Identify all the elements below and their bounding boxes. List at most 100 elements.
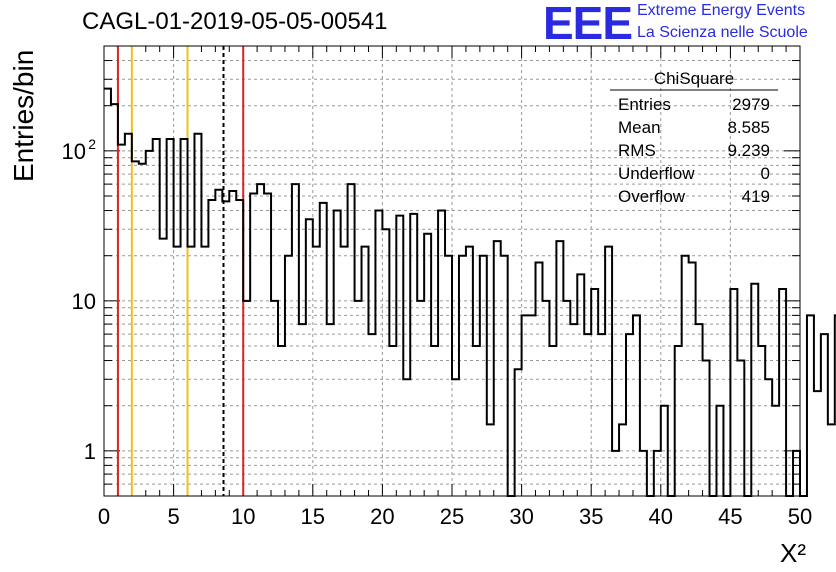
stats-box: ChiSquare Entries 2979 Mean 8.585 RMS 9.239 Un…	[610, 69, 778, 206]
histogram-bin	[626, 334, 633, 496]
histogram-bin	[640, 451, 647, 496]
x-tick-label: 35	[579, 504, 603, 529]
histogram-bin	[577, 274, 584, 496]
histogram-bin	[494, 241, 501, 496]
histogram-bin	[285, 256, 292, 496]
histogram-bin	[160, 239, 167, 496]
histogram-bin	[153, 139, 160, 496]
histogram-bin	[389, 346, 396, 496]
histogram-bin	[682, 256, 689, 496]
histogram-bin	[111, 104, 118, 496]
stats-label: Entries	[618, 95, 671, 114]
histogram-bin	[536, 263, 543, 496]
histogram-bin	[633, 315, 640, 496]
histogram-bin	[772, 406, 779, 496]
histogram-bin	[703, 361, 710, 496]
histogram-bin	[271, 301, 278, 496]
stats-value: 0	[761, 164, 770, 183]
histogram-bin	[459, 256, 466, 496]
stats-value: 8.585	[727, 118, 770, 137]
histogram-bin	[452, 379, 459, 496]
histogram-bin	[174, 247, 181, 496]
histogram-bin	[431, 346, 438, 496]
histogram-bin	[229, 191, 236, 496]
histogram-bin	[410, 214, 417, 496]
histogram-bin	[201, 247, 208, 496]
histogram-bin	[487, 424, 494, 496]
histogram-bin	[188, 247, 195, 496]
histogram-bin	[751, 284, 758, 496]
minor-ticks	[103, 46, 801, 496]
histogram-bin	[542, 301, 549, 496]
histogram-bin	[222, 201, 229, 496]
histogram-bin	[730, 289, 737, 496]
x-tick-label: 30	[509, 504, 533, 529]
histogram-bin	[716, 406, 723, 496]
logo-line-2: La Scienza nelle Scuole	[637, 24, 808, 41]
histogram-bin	[313, 247, 320, 496]
histogram-bin	[612, 451, 619, 496]
x-tick-label: 45	[718, 504, 742, 529]
histogram-bin	[375, 211, 382, 496]
histogram-bin	[466, 247, 473, 496]
histogram-bin	[368, 334, 375, 496]
histogram-bin	[779, 289, 786, 496]
histogram-bin	[605, 247, 612, 496]
histogram-bin	[515, 369, 522, 496]
histogram-bin	[181, 139, 188, 496]
histogram-bin	[208, 200, 215, 496]
histogram-bin	[598, 334, 605, 496]
histogram-bin	[793, 451, 800, 496]
histogram-bin	[292, 184, 299, 496]
histogram-bin	[215, 190, 222, 496]
stats-label: Overflow	[618, 187, 686, 206]
histogram-outline	[104, 87, 836, 497]
histogram-bin	[341, 247, 348, 496]
histogram-bin	[243, 301, 250, 496]
histogram-bin	[591, 289, 598, 496]
histogram-bin	[549, 346, 556, 496]
histogram-bin	[473, 346, 480, 496]
histogram-bin	[556, 241, 563, 496]
stats-value: 9.239	[727, 141, 770, 160]
histogram-bin	[758, 346, 765, 496]
histogram-bin	[529, 315, 536, 496]
histogram-bin	[563, 301, 570, 496]
eee-logo: EEE	[543, 0, 633, 49]
stats-label: Mean	[618, 118, 661, 137]
stats-label: RMS	[618, 141, 656, 160]
histogram-bin	[125, 134, 132, 496]
histogram-bin	[828, 424, 835, 496]
histogram-bin	[194, 134, 201, 496]
histogram-bin	[132, 161, 139, 496]
histogram-bin	[765, 379, 772, 496]
histogram-bin	[584, 334, 591, 496]
x-tick-label: 50	[788, 504, 812, 529]
histogram-bin	[480, 256, 487, 496]
stats-value: 2979	[732, 95, 770, 114]
histogram-bin	[257, 184, 264, 496]
histogram-bin	[501, 256, 508, 496]
x-tick-label: 20	[370, 504, 394, 529]
chart-title: CAGL-01-2019-05-05-00541	[82, 8, 388, 35]
histogram-bin	[146, 151, 153, 496]
y-tick-label: 10	[72, 289, 96, 314]
histogram-bin	[807, 315, 814, 496]
histogram-bin	[661, 406, 668, 496]
y-tick-exponent: 2	[88, 136, 96, 152]
histogram-bin	[438, 211, 445, 496]
histogram-bin	[737, 361, 744, 496]
histogram-bin	[445, 256, 452, 496]
histogram-bin	[396, 216, 403, 496]
plot-frame	[103, 45, 801, 497]
y-tick-label: 1	[84, 439, 96, 464]
stats-label: Underflow	[618, 164, 695, 183]
histogram-bin	[299, 324, 306, 496]
histogram-bin	[619, 424, 626, 496]
histogram-bin	[417, 301, 424, 496]
stats-rows: Entries 2979 Mean 8.585 RMS 9.239 Underflow 0 Ov…	[618, 95, 770, 206]
histogram-bins	[104, 87, 836, 497]
